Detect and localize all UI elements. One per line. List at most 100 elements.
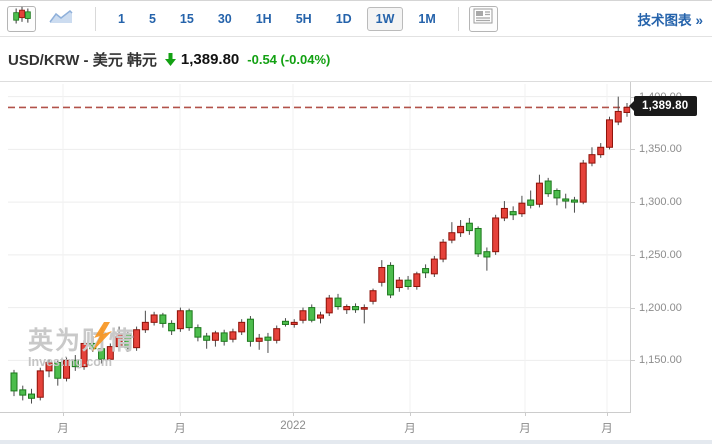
last-price: 1,389.80	[180, 50, 240, 68]
candle-40	[360, 304, 368, 324]
y-tick	[631, 149, 635, 151]
instrument-name: USD/KRW - 美元 韩元	[8, 51, 157, 69]
candle-9	[89, 336, 97, 352]
candle-17	[159, 312, 167, 328]
news-panel-button[interactable]	[468, 5, 498, 32]
candle-45	[404, 275, 412, 290]
candle-39	[352, 303, 360, 313]
candle-59	[527, 190, 535, 209]
candle-42	[378, 260, 386, 287]
candle-31	[281, 318, 289, 327]
candle-41	[369, 288, 377, 305]
toolbar: 1 5 15 30 1H 5H 1D 1W 1M 技术图表»	[0, 1, 712, 37]
candle-37	[334, 293, 342, 310]
technical-chart-link[interactable]: 技术图表»	[637, 9, 705, 29]
x-tick	[525, 412, 526, 416]
bottom-strip	[0, 440, 712, 444]
candle-21	[194, 324, 202, 342]
candle-6	[63, 357, 71, 382]
candle-23	[211, 330, 219, 347]
y-axis[interactable]: 1,400.001,350.001,300.001,250.001,200.00…	[628, 82, 712, 412]
candlestick-icon	[12, 6, 32, 31]
candle-24	[220, 329, 228, 346]
x-axis-label: 月	[404, 423, 416, 435]
last-price-badge: 1,389.80	[628, 96, 698, 117]
technical-chart-label: 技术图表	[637, 12, 692, 28]
timeframe-button-1[interactable]: 1	[118, 11, 125, 26]
x-tick	[63, 412, 64, 416]
y-tick	[631, 202, 635, 204]
x-axis-label: 月	[57, 423, 69, 435]
candle-15	[141, 310, 149, 333]
candle-47	[422, 264, 430, 279]
x-axis[interactable]: 月 月 2022 月 月 月	[0, 412, 712, 441]
timeframe-button-1w[interactable]: 1W	[366, 6, 404, 31]
candle-32	[290, 319, 298, 328]
timeframe-button-1h[interactable]: 1H	[255, 11, 272, 26]
candle-62	[553, 188, 561, 206]
candle-2	[28, 388, 36, 404]
y-axis-label: 1,350.00	[639, 143, 682, 156]
y-axis-label: 1,200.00	[639, 301, 682, 314]
candle-30	[273, 325, 281, 344]
x-axis-label: 2022	[280, 420, 306, 432]
candle-61	[544, 177, 552, 197]
timeframe-button-15[interactable]: 15	[179, 11, 194, 26]
candle-11	[106, 343, 114, 362]
candle-5	[54, 360, 62, 386]
price-down-arrow-icon	[164, 52, 176, 66]
candlestick-plot[interactable]	[8, 84, 630, 412]
candle-4	[45, 359, 53, 378]
candle-34	[308, 304, 316, 323]
candle-13	[124, 331, 132, 352]
candle-51	[457, 220, 465, 237]
x-axis-label: 月	[601, 423, 613, 435]
x-tick	[293, 412, 294, 416]
candle-63	[562, 193, 570, 209]
candle-64	[570, 196, 578, 213]
candle-19	[176, 307, 184, 332]
candle-54	[483, 247, 491, 271]
candle-7	[71, 355, 79, 371]
candle-58	[518, 195, 526, 217]
x-tick	[410, 412, 411, 416]
x-axis-label: 月	[174, 423, 186, 435]
y-tick	[631, 96, 635, 98]
candle-29	[264, 332, 272, 353]
candle-0	[10, 369, 18, 397]
timeframe-button-1m[interactable]: 1M	[418, 11, 436, 26]
timeframe-button-5h[interactable]: 5H	[295, 11, 312, 26]
timeframe-button-1d[interactable]: 1D	[335, 11, 352, 26]
line-chart-button[interactable]	[46, 6, 75, 32]
candle-49	[439, 239, 447, 263]
toolbar-separator-2	[457, 6, 459, 31]
timeframe-button-30[interactable]: 30	[217, 11, 232, 26]
technical-chart-arrow-icon: »	[695, 12, 703, 28]
candle-14	[133, 326, 141, 351]
y-axis-label: 1,250.00	[639, 248, 682, 261]
x-tick	[180, 412, 181, 416]
candle-55	[492, 214, 500, 255]
candlestick-chart-button[interactable]	[7, 5, 36, 32]
candle-48	[430, 255, 438, 278]
timeframe-group: 1 5 15 30 1H 5H 1D 1W 1M	[106, 6, 448, 31]
candle-69	[614, 96, 622, 126]
candle-43	[387, 262, 395, 299]
candle-68	[605, 116, 613, 150]
candle-3	[36, 367, 44, 401]
candle-28	[255, 333, 263, 350]
candle-70	[623, 102, 630, 117]
x-axis-line	[0, 412, 631, 413]
candle-53	[474, 226, 482, 257]
candle-33	[299, 307, 307, 324]
timeframe-button-5[interactable]: 5	[148, 11, 156, 26]
candle-50	[448, 222, 456, 244]
line-chart-icon	[48, 6, 74, 31]
y-axis-label: 1,150.00	[639, 354, 682, 367]
instrument-header: USD/KRW - 美元 韩元 1,389.80 -0.54 (-0.04%)	[0, 37, 712, 81]
chart-area: 英为财情 Investing.com 1,400.001,350.001,300…	[0, 81, 712, 444]
candle-66	[588, 147, 596, 167]
candle-25	[229, 328, 237, 343]
candle-60	[535, 174, 543, 208]
